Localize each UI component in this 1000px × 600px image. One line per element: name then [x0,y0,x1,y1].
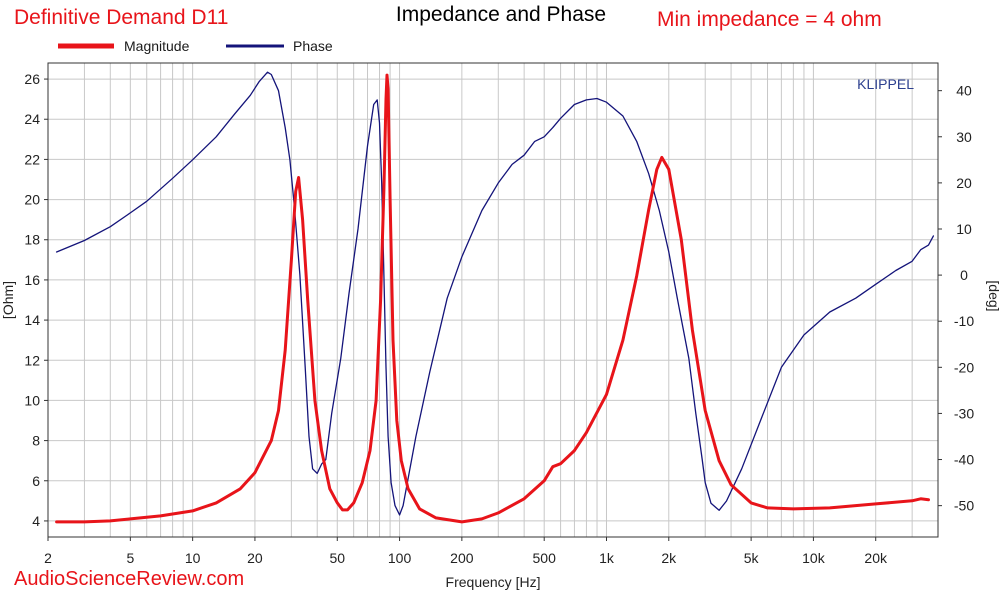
x-tick-label: 5k [744,550,760,566]
y-tick-label: 14 [24,312,40,328]
y-axis-label: [Ohm] [0,281,16,319]
x-axis-label: Frequency [Hz] [446,574,541,590]
klippel-brand: KLIPPEL [857,76,914,92]
y-tick-label: 10 [24,392,40,408]
x-tick-label: 2 [44,550,52,566]
y-tick-label: 20 [24,192,40,208]
x-tick-label: 10 [185,550,201,566]
y-tick-label: 8 [32,433,40,449]
min-impedance-note: Min impedance = 4 ohm [657,8,882,31]
y-tick-label: 12 [24,352,40,368]
x-tick-label: 200 [450,550,474,566]
y2-tick-label: -50 [954,498,974,514]
y2-axis-label: [deg] [986,280,1000,311]
chart-title: Impedance and Phase [396,3,606,26]
y-tick-label: 22 [24,151,40,167]
x-tick-label: 500 [533,550,557,566]
y2-tick-label: 20 [956,175,972,191]
legend: Magnitude Phase [58,38,333,54]
legend-label-magnitude: Magnitude [124,38,190,54]
y-tick-label: 6 [32,473,40,489]
series-line-magnitude [55,73,930,524]
y2-tick-label: -40 [954,452,974,468]
y2-tick-label: 30 [956,129,972,145]
series-layer [55,71,935,524]
grid [47,63,939,537]
watermark: AudioScienceReview.com [14,568,244,590]
y-tick-label: 24 [24,111,40,127]
y-tick-label: 16 [24,272,40,288]
y2-tick-label: 10 [956,221,972,237]
y-tick-label: 26 [24,71,40,87]
y-tick-label: 18 [24,232,40,248]
y2-tick-label: -10 [954,313,974,329]
y2-tick-label: 40 [956,83,972,99]
x-tick-label: 20k [864,550,888,566]
tick-labels: 2 5 10 20 50 100 200 500 1k 2k 5k 10k 20k46810121416… [24,71,974,566]
x-tick-label: 2k [661,550,677,566]
x-tick-label: 1k [599,550,615,566]
y2-tick-label: -30 [954,405,974,421]
plot-frame [47,62,939,538]
y-tick-label: 4 [32,513,40,529]
x-tick-label: 5 [126,550,134,566]
x-tick-label: 50 [329,550,345,566]
x-tick-label: 20 [247,550,263,566]
product-name: Definitive Demand D11 [14,6,228,29]
legend-label-phase: Phase [293,38,333,54]
series-line-phase [55,71,935,516]
x-tick-label: 10k [802,550,826,566]
y2-tick-label: 0 [960,267,968,283]
y2-tick-label: -20 [954,359,974,375]
x-tick-label: 100 [388,550,412,566]
